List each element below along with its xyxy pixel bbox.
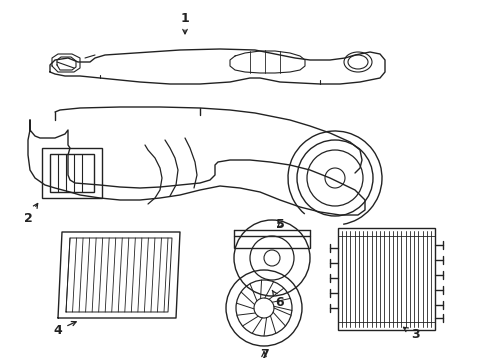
Text: 4: 4: [53, 321, 76, 337]
Text: 6: 6: [272, 291, 284, 309]
Text: 7: 7: [260, 348, 269, 360]
Text: 1: 1: [181, 12, 189, 34]
Text: 3: 3: [403, 327, 419, 342]
Bar: [338, 228, 435, 330]
Text: 5: 5: [275, 219, 284, 231]
Text: 2: 2: [24, 203, 38, 225]
Bar: [42, 148, 102, 198]
Bar: [50, 154, 94, 192]
Bar: [234, 236, 310, 248]
